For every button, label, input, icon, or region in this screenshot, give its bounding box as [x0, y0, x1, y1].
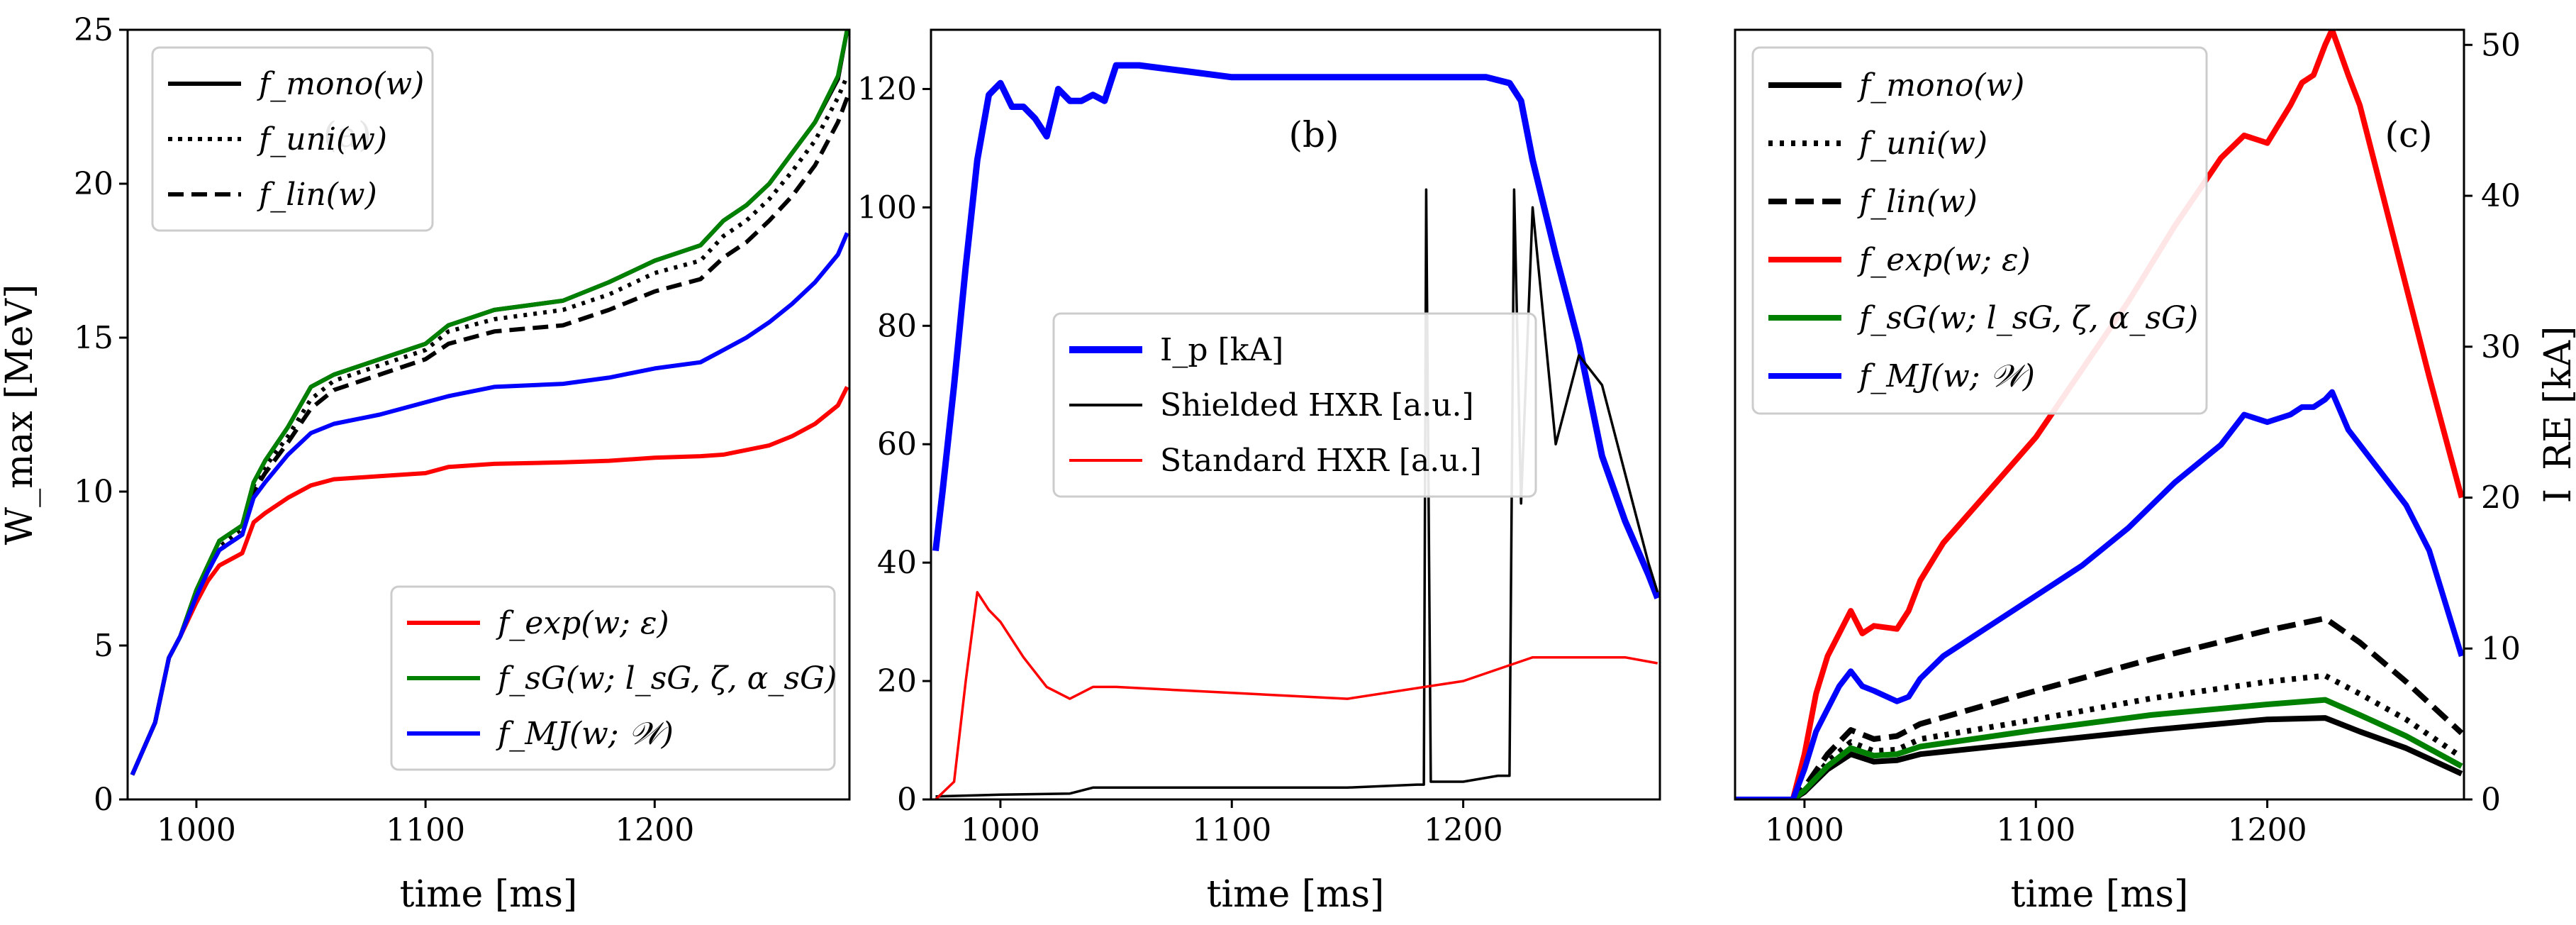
x-axis-label: time [ms]	[1207, 873, 1385, 916]
y-tick-label: 20	[2481, 480, 2521, 516]
y-tick-label: 120	[857, 71, 917, 107]
panel-tag: (c)	[2385, 114, 2432, 155]
legend-entry: f_sG(w; l_sG, ζ, α_sG)	[496, 660, 837, 697]
panel-3: 1000 1100 1200 0 10 20 30 40 50 time [ms] I_RE [kA…	[1734, 27, 2576, 916]
y-axis-label: I_RE [kA]	[2537, 326, 2576, 504]
x-tick-label: 1200	[2228, 812, 2307, 848]
legend-box	[1052, 312, 1537, 498]
y-tick-label: 20	[74, 166, 113, 202]
series-line-4	[130, 30, 849, 776]
legend: f_mono(w) f_uni(w) f_lin(w) f_exp(w; ε) f_sG…	[1751, 46, 2208, 415]
legend-entry: f_sG(w; l_sG, ζ, α_sG)	[1857, 300, 2198, 336]
y-tick-label: 15	[74, 320, 113, 356]
legend-entry: f_mono(w)	[257, 66, 424, 102]
legend-entry: f_uni(w)	[1857, 126, 1987, 162]
series-line-0	[1735, 715, 2463, 799]
y-tick-label: 5	[94, 628, 113, 664]
y-tick-label: 10	[2481, 631, 2521, 667]
legend-entry: f_mono(w)	[1857, 67, 2024, 104]
axes-frame	[1734, 28, 2465, 801]
x-axis-label: time [ms]	[400, 873, 578, 916]
y-tick-label: 80	[877, 308, 917, 344]
y-tick-label: 0	[897, 782, 917, 818]
series-group	[932, 62, 1660, 799]
x-tick-label: 1000	[1765, 812, 1844, 848]
series-line-2	[130, 96, 849, 776]
y-tick-label: 0	[2481, 782, 2501, 818]
panel-1: 1000 1100 1200 0 5 10 15 20 25 time [ms] W_max [Me…	[0, 12, 851, 916]
y-axis-label: W_max [MeV]	[0, 284, 41, 545]
legend-box	[390, 585, 836, 771]
series-line-1	[935, 188, 1659, 798]
axes-frame	[126, 28, 851, 801]
y-tick-label: 40	[877, 545, 917, 581]
axes-frame	[930, 28, 1661, 801]
x-tick-label: 1100	[1192, 812, 1271, 848]
legend-entry: f_lin(w)	[1857, 184, 1978, 220]
series-line-2	[1735, 615, 2464, 799]
y-tick-label: 25	[74, 12, 113, 48]
y-tick-label: 10	[74, 474, 113, 510]
legend-entry: f_uni(w)	[257, 121, 387, 157]
y-tick-label: 60	[877, 426, 917, 462]
y-tick-label: 40	[2481, 178, 2521, 214]
legend-entry: f_MJ(w; 𝒲)	[496, 716, 674, 752]
x-tick-label: 1200	[615, 812, 694, 848]
panel-2: 1000 1100 1200 0 20 40 60 80 100 120 time [ms] (b) I…	[857, 28, 1661, 916]
legend-box	[151, 46, 434, 232]
x-axis-label: time [ms]	[2011, 873, 2189, 916]
series-group	[130, 30, 849, 776]
series-line-1	[1735, 672, 2463, 799]
y-tick-label: 30	[2481, 329, 2521, 365]
legend-entry: f_exp(w; ε)	[1857, 242, 2031, 278]
x-tick-label: 1100	[1996, 812, 2075, 848]
legend: f_exp(w; ε) f_sG(w; l_sG, ζ, α_sG) f_MJ(w;…	[390, 585, 837, 771]
legend-entry: I_p [kA]	[1160, 332, 1283, 368]
legend-entry: f_exp(w; ε)	[496, 605, 669, 641]
y-tick-label: 0	[94, 782, 113, 818]
series-line-0	[932, 62, 1660, 599]
legend-box	[1751, 46, 2208, 415]
series-line-2	[935, 591, 1658, 799]
panel-tag: (b)	[1288, 114, 1339, 155]
legend-entry: f_MJ(w; 𝒲)	[1857, 358, 2035, 394]
x-tick-label: 1100	[386, 812, 465, 848]
legend: f_mono(w) f_uni(w) f_lin(w)	[151, 46, 434, 232]
legend-entry: f_lin(w)	[257, 177, 377, 213]
x-tick-label: 1200	[1424, 812, 1503, 848]
legend: I_p [kA] Shielded HXR [a.u.] Standard HXR …	[1052, 312, 1537, 498]
x-tick-label: 1000	[961, 812, 1040, 848]
series-line-5	[130, 232, 849, 776]
series-line-5	[1735, 389, 2464, 799]
legend-entry: Shielded HXR [a.u.]	[1160, 387, 1474, 423]
y-tick-label: 100	[857, 189, 917, 226]
series-line-3	[130, 386, 849, 776]
x-tick-label: 1000	[157, 812, 236, 848]
legend-entry: Standard HXR [a.u.]	[1160, 443, 1482, 479]
y-tick-label: 20	[877, 663, 917, 699]
series-line-4	[1735, 697, 2463, 799]
y-tick-label: 50	[2481, 27, 2521, 63]
